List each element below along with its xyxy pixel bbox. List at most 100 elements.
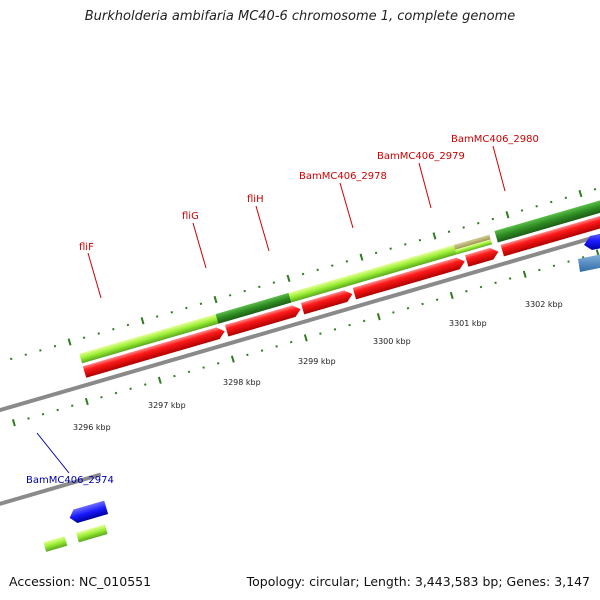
- inner-ring-tick: [392, 311, 395, 314]
- outer-ring-tick: [477, 221, 480, 225]
- inner-ring-tick: [114, 391, 118, 395]
- cds-fliG-green: [215, 292, 292, 324]
- inner-ring-tick: [143, 383, 147, 386]
- inner-ring-tick: [508, 277, 512, 280]
- inner-ring-tick: [319, 332, 322, 335]
- forward-strand-track: [79, 199, 600, 378]
- label-2978: BamMC406_2978: [299, 171, 387, 182]
- cds-2974-green-b: [43, 536, 68, 552]
- outer-ring-tick: [67, 338, 72, 346]
- label-2980: BamMC406_2980: [451, 134, 539, 145]
- gene-labels: fliF fliG fliH BamMC406_2978 BamMC406_29…: [26, 134, 539, 486]
- map-title: Burkholderia ambifaria MC40-6 chromosome…: [84, 9, 516, 24]
- scale-label-3298: 3298 kbp: [223, 378, 261, 387]
- leader-2979: [418, 162, 432, 209]
- outer-ring-tick: [404, 243, 407, 246]
- scale-ring: [11, 249, 600, 427]
- label-2974: BamMC406_2974: [26, 475, 114, 486]
- outer-ring-tick: [345, 260, 349, 263]
- inner-ring-tick: [376, 313, 381, 321]
- outer-ring-tick: [301, 272, 305, 276]
- inner-ring-tick: [303, 334, 308, 342]
- scale-label-3300: 3300 kbp: [373, 337, 411, 346]
- scale-label-3302: 3302 kbp: [525, 300, 563, 309]
- outer-ring-tick: [24, 353, 28, 356]
- outer-ring-tick: [53, 344, 57, 348]
- outer-ring-tick: [112, 327, 115, 331]
- inner-ring-tick: [522, 270, 527, 278]
- scale-label-3299: 3299 kbp: [298, 357, 336, 366]
- outer-ring-tick: [97, 332, 100, 335]
- lower-left-features: [0, 472, 109, 552]
- inner-ring-tick: [479, 285, 483, 289]
- outer-ring-tick: [170, 311, 173, 314]
- inner-ring-tick: [275, 345, 278, 348]
- outer-ring-tick: [374, 251, 378, 255]
- inner-ring-tick: [216, 362, 220, 365]
- inner-ring-tick: [552, 264, 556, 268]
- inner-ring-tick: [348, 323, 351, 327]
- inner-ring-tick: [157, 376, 162, 384]
- outer-ring-tick: [243, 289, 246, 293]
- cds-fliF-green: [79, 314, 219, 364]
- outer-ring-tick: [228, 294, 232, 297]
- inner-ring-tick: [538, 268, 541, 272]
- cds-fliG-arrow: [224, 305, 301, 337]
- outer-ring-tick: [578, 189, 583, 198]
- outer-ring-tick: [185, 306, 188, 310]
- scale-label-3301: 3301 kbp: [449, 319, 487, 328]
- inner-ring-tick: [289, 340, 293, 344]
- cds-2974-blue-arrow: [69, 500, 109, 523]
- inner-ring-tick: [246, 353, 249, 357]
- outer-ring-tick: [549, 200, 553, 204]
- outer-ring-tick: [432, 232, 437, 240]
- outer-ring-tick: [359, 253, 364, 261]
- cds-right-steel-bar: [578, 254, 600, 272]
- leader-2974: [36, 432, 70, 474]
- outer-ring-tick: [126, 323, 130, 327]
- inner-ring-tick: [202, 366, 205, 369]
- leader-fliF: [87, 252, 102, 299]
- outer-ring-tick: [258, 285, 261, 289]
- scale-labels: 3296 kbp 3297 kbp 3298 kbp 3299 kbp 3300…: [73, 300, 563, 432]
- topology-text: Topology: circular; Length: 3,443,583 bp…: [246, 574, 590, 589]
- leader-2980: [492, 145, 506, 192]
- inner-ring-tick: [100, 396, 103, 399]
- outer-ring-tick: [272, 281, 276, 284]
- cds-2980-green: [494, 199, 600, 243]
- accession-text: Accession: NC_010551: [9, 574, 152, 589]
- cds-2978-olive: [453, 234, 491, 250]
- cds-fliF-arrow: [82, 327, 225, 378]
- outer-ring-tick: [9, 357, 13, 361]
- label-fliH: fliH: [247, 194, 264, 205]
- cds-2979-green: [455, 239, 493, 255]
- inner-ring-tick: [421, 302, 424, 306]
- outer-ring-tick: [140, 317, 145, 325]
- inner-ring-tick: [406, 306, 410, 310]
- cds-right-blue-arrow: [584, 234, 600, 250]
- leader-2978: [339, 182, 354, 229]
- outer-ring-tick: [199, 302, 203, 306]
- inner-ring-tick: [41, 412, 45, 416]
- inner-ring-tick: [11, 419, 16, 427]
- outer-ring-tick: [155, 315, 159, 318]
- inner-ring-tick: [465, 289, 468, 293]
- label-2979: BamMC406_2979: [377, 151, 465, 162]
- inner-ring-tick: [187, 370, 191, 374]
- inner-ring-tick: [567, 260, 570, 263]
- outer-ring-tick: [389, 247, 392, 250]
- cds-2979-arrow: [465, 247, 499, 267]
- label-fliF: fliF: [79, 242, 94, 253]
- inner-ring-tick: [71, 404, 74, 407]
- outer-ring-tick: [564, 196, 568, 200]
- leader-fliH: [255, 205, 270, 252]
- inner-ring-tick: [27, 417, 30, 420]
- right-edge-features: [578, 234, 600, 272]
- outer-ring-tick: [213, 295, 218, 304]
- inner-ring-tick: [260, 349, 264, 352]
- backbone-fragment: [0, 472, 102, 510]
- outer-ring-tick: [286, 274, 291, 282]
- inner-ring-tick: [449, 291, 454, 300]
- inner-ring-tick: [494, 281, 497, 284]
